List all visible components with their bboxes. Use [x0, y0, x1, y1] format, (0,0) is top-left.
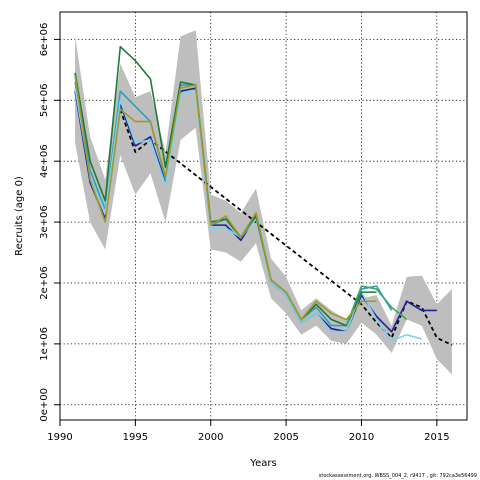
- y-axis-ticks: 0e+00 1e+06 2e+06 3e+06 4e+06 5e+06 6e+06: [39, 23, 60, 422]
- y-tick-label: 3e+06: [39, 205, 50, 239]
- x-tick-label: 2005: [273, 432, 298, 443]
- x-tick-label: 1995: [123, 432, 148, 443]
- y-tick-label: 0e+00: [39, 388, 50, 422]
- x-axis-title: Years: [249, 458, 276, 469]
- x-tick-label: 1990: [47, 432, 72, 443]
- footnote: stockassessment.org, WBSS_004_2, r9417 ,…: [318, 473, 477, 479]
- x-tick-label: 2000: [198, 432, 223, 443]
- x-tick-label: 2015: [424, 432, 449, 443]
- y-tick-label: 4e+06: [39, 144, 50, 178]
- y-tick-label: 2e+06: [39, 266, 50, 300]
- y-tick-label: 1e+06: [39, 327, 50, 361]
- y-axis-title: Recruits (age 0): [14, 176, 25, 256]
- series-line-6: [74, 75, 377, 321]
- plot-frame: [59, 11, 468, 421]
- series-lines-layer: [74, 45, 453, 346]
- y-tick-label: 5e+06: [39, 83, 50, 117]
- grid-lines: [59, 12, 467, 420]
- x-tick-label: 2010: [349, 432, 374, 443]
- series-line-4: [74, 45, 377, 327]
- series-line-5: [345, 285, 408, 326]
- y-tick-label: 6e+06: [39, 23, 50, 57]
- x-axis-ticks: 1990 1995 2000 2005 2010 2015: [47, 420, 450, 443]
- series-line-3: [74, 87, 422, 342]
